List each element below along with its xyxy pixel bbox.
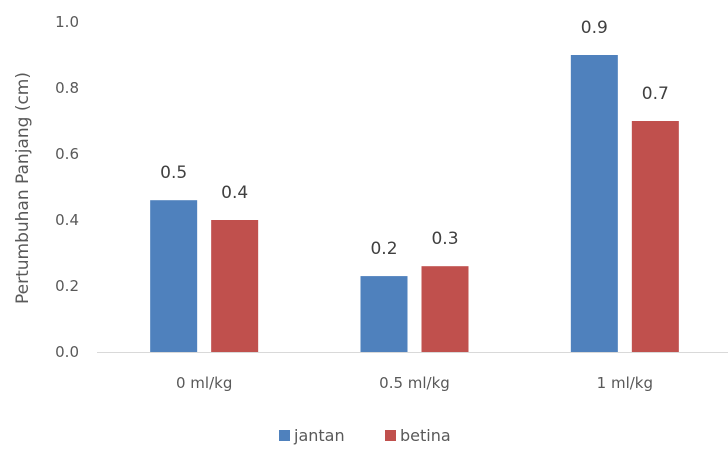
legend: jantan betina bbox=[279, 426, 451, 445]
y-tick-label: 0.6 bbox=[55, 145, 79, 163]
y-axis-ticks: 0.0 0.2 0.4 0.6 0.8 1.0 bbox=[55, 13, 79, 361]
y-tick-label: 1.0 bbox=[55, 13, 79, 31]
legend-label-jantan: jantan bbox=[293, 426, 345, 445]
bar-jantan bbox=[360, 276, 408, 352]
y-tick-label: 0.8 bbox=[55, 79, 79, 97]
y-tick-label: 0.0 bbox=[55, 343, 79, 361]
data-label: 0.4 bbox=[221, 183, 248, 203]
y-axis-label: Pertumbuhan Panjang (cm) bbox=[13, 72, 33, 304]
x-category-label: 0 ml/kg bbox=[176, 374, 232, 392]
data-label: 0.9 bbox=[581, 18, 608, 38]
bar-jantan bbox=[150, 200, 198, 352]
x-category-label: 1 ml/kg bbox=[597, 374, 653, 392]
x-category-label: 0.5 ml/kg bbox=[379, 374, 450, 392]
data-label: 0.5 bbox=[160, 163, 187, 183]
bar-betina bbox=[631, 121, 679, 352]
legend-label-betina: betina bbox=[400, 426, 451, 445]
y-tick-label: 0.2 bbox=[55, 277, 79, 295]
legend-swatch-betina bbox=[385, 430, 396, 441]
bar-jantan bbox=[570, 55, 618, 352]
y-tick-label: 0.4 bbox=[55, 211, 79, 229]
data-label: 0.7 bbox=[642, 84, 669, 104]
data-label: 0.2 bbox=[370, 239, 397, 259]
legend-swatch-jantan bbox=[279, 430, 290, 441]
x-axis-categories: 0 ml/kg 0.5 ml/kg 1 ml/kg bbox=[176, 374, 653, 392]
bar-betina bbox=[211, 220, 259, 352]
data-labels: 0.5 0.4 0.2 0.3 0.9 0.7 bbox=[160, 18, 669, 259]
data-label: 0.3 bbox=[431, 229, 458, 249]
bar-betina bbox=[421, 266, 469, 352]
bars bbox=[150, 55, 679, 352]
